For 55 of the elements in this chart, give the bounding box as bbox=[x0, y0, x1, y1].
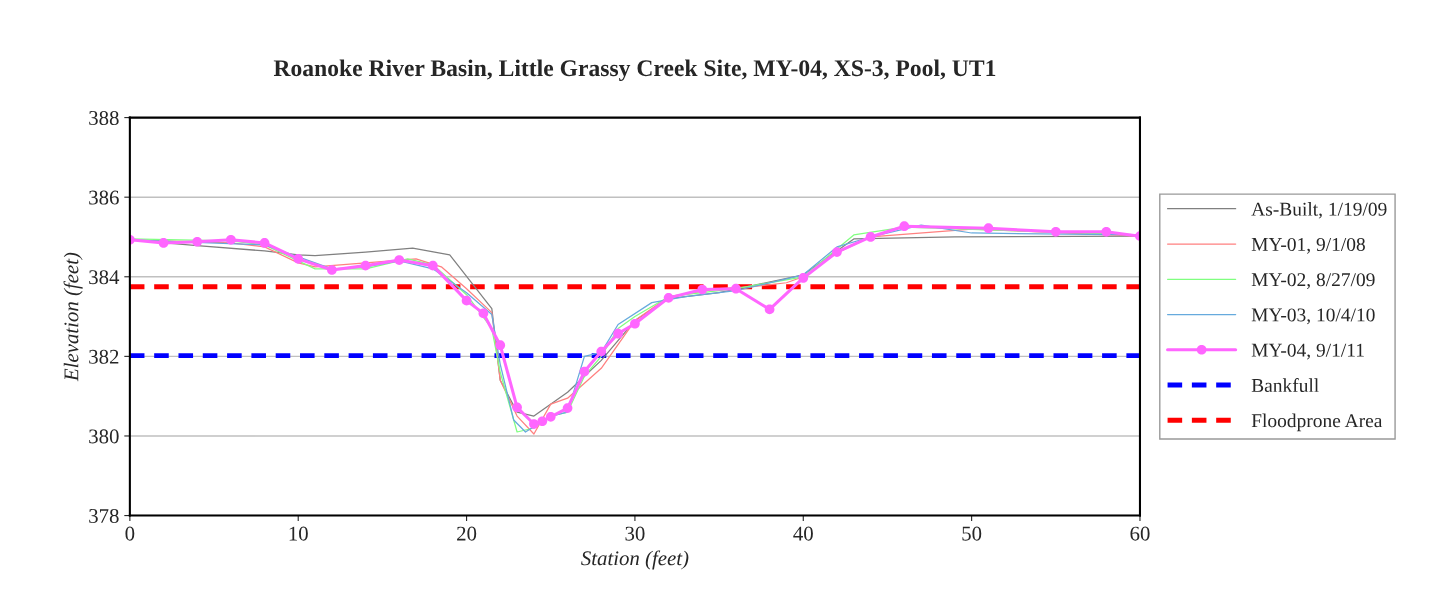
point bbox=[798, 273, 809, 283]
x-tick-label: 40 bbox=[793, 526, 813, 541]
y-tick-label: 378 bbox=[89, 508, 119, 523]
point bbox=[1050, 226, 1061, 237]
point bbox=[529, 419, 539, 429]
x-tick-label: 60 bbox=[1130, 526, 1150, 541]
point bbox=[899, 221, 910, 232]
point bbox=[537, 416, 548, 427]
point bbox=[663, 293, 674, 303]
point bbox=[697, 284, 708, 295]
chart-title: Roanoke River Basin, Little Grassy Creek Site, MY-04, XS-3, Pool, UT1 bbox=[273, 59, 996, 82]
x-tick-label: 0 bbox=[125, 526, 135, 541]
y-tick-label: 388 bbox=[89, 110, 119, 126]
legend-label: MY-01, 9/1/08 bbox=[1251, 237, 1365, 254]
legend-label: Floodprone Area bbox=[1251, 413, 1383, 432]
point bbox=[495, 340, 506, 351]
point bbox=[579, 366, 590, 377]
point bbox=[731, 283, 741, 294]
x-tick-label: 20 bbox=[457, 526, 477, 541]
point bbox=[226, 234, 236, 245]
point bbox=[562, 403, 573, 413]
point bbox=[865, 232, 876, 242]
point bbox=[478, 308, 489, 319]
point bbox=[461, 295, 472, 306]
x-tick-label: 50 bbox=[962, 526, 982, 541]
legend-label: MY-03, 10/4/10 bbox=[1251, 308, 1375, 325]
point bbox=[613, 328, 623, 339]
point bbox=[293, 254, 304, 264]
point bbox=[1101, 226, 1112, 237]
point bbox=[630, 318, 640, 329]
point bbox=[545, 412, 556, 422]
point bbox=[158, 238, 169, 248]
legend-label: Bankfull bbox=[1251, 378, 1319, 393]
y-axis-title: Elevation (feet) bbox=[63, 252, 83, 382]
x-tick-label: 10 bbox=[289, 526, 308, 541]
x-axis-title: Station (feet) bbox=[581, 550, 689, 570]
point bbox=[832, 247, 842, 257]
y-tick-label: 384 bbox=[89, 270, 120, 285]
y-tick-label: 386 bbox=[89, 190, 119, 205]
point bbox=[259, 238, 270, 248]
point bbox=[596, 346, 607, 357]
y-tick-label: 382 bbox=[89, 349, 119, 364]
point bbox=[983, 223, 994, 234]
point bbox=[428, 260, 438, 271]
x-tick-label: 30 bbox=[625, 526, 645, 541]
legend-label: As-Built, 1/19/09 bbox=[1251, 202, 1387, 219]
point bbox=[512, 402, 522, 413]
point bbox=[394, 255, 405, 265]
point bbox=[360, 260, 371, 271]
point bbox=[327, 265, 337, 275]
y-tick-label: 380 bbox=[89, 429, 119, 444]
legend-label: MY-02, 8/27/09 bbox=[1251, 273, 1375, 290]
point bbox=[192, 236, 203, 247]
legend-label: MY-04, 9/1/11 bbox=[1251, 343, 1364, 360]
point bbox=[764, 304, 775, 315]
